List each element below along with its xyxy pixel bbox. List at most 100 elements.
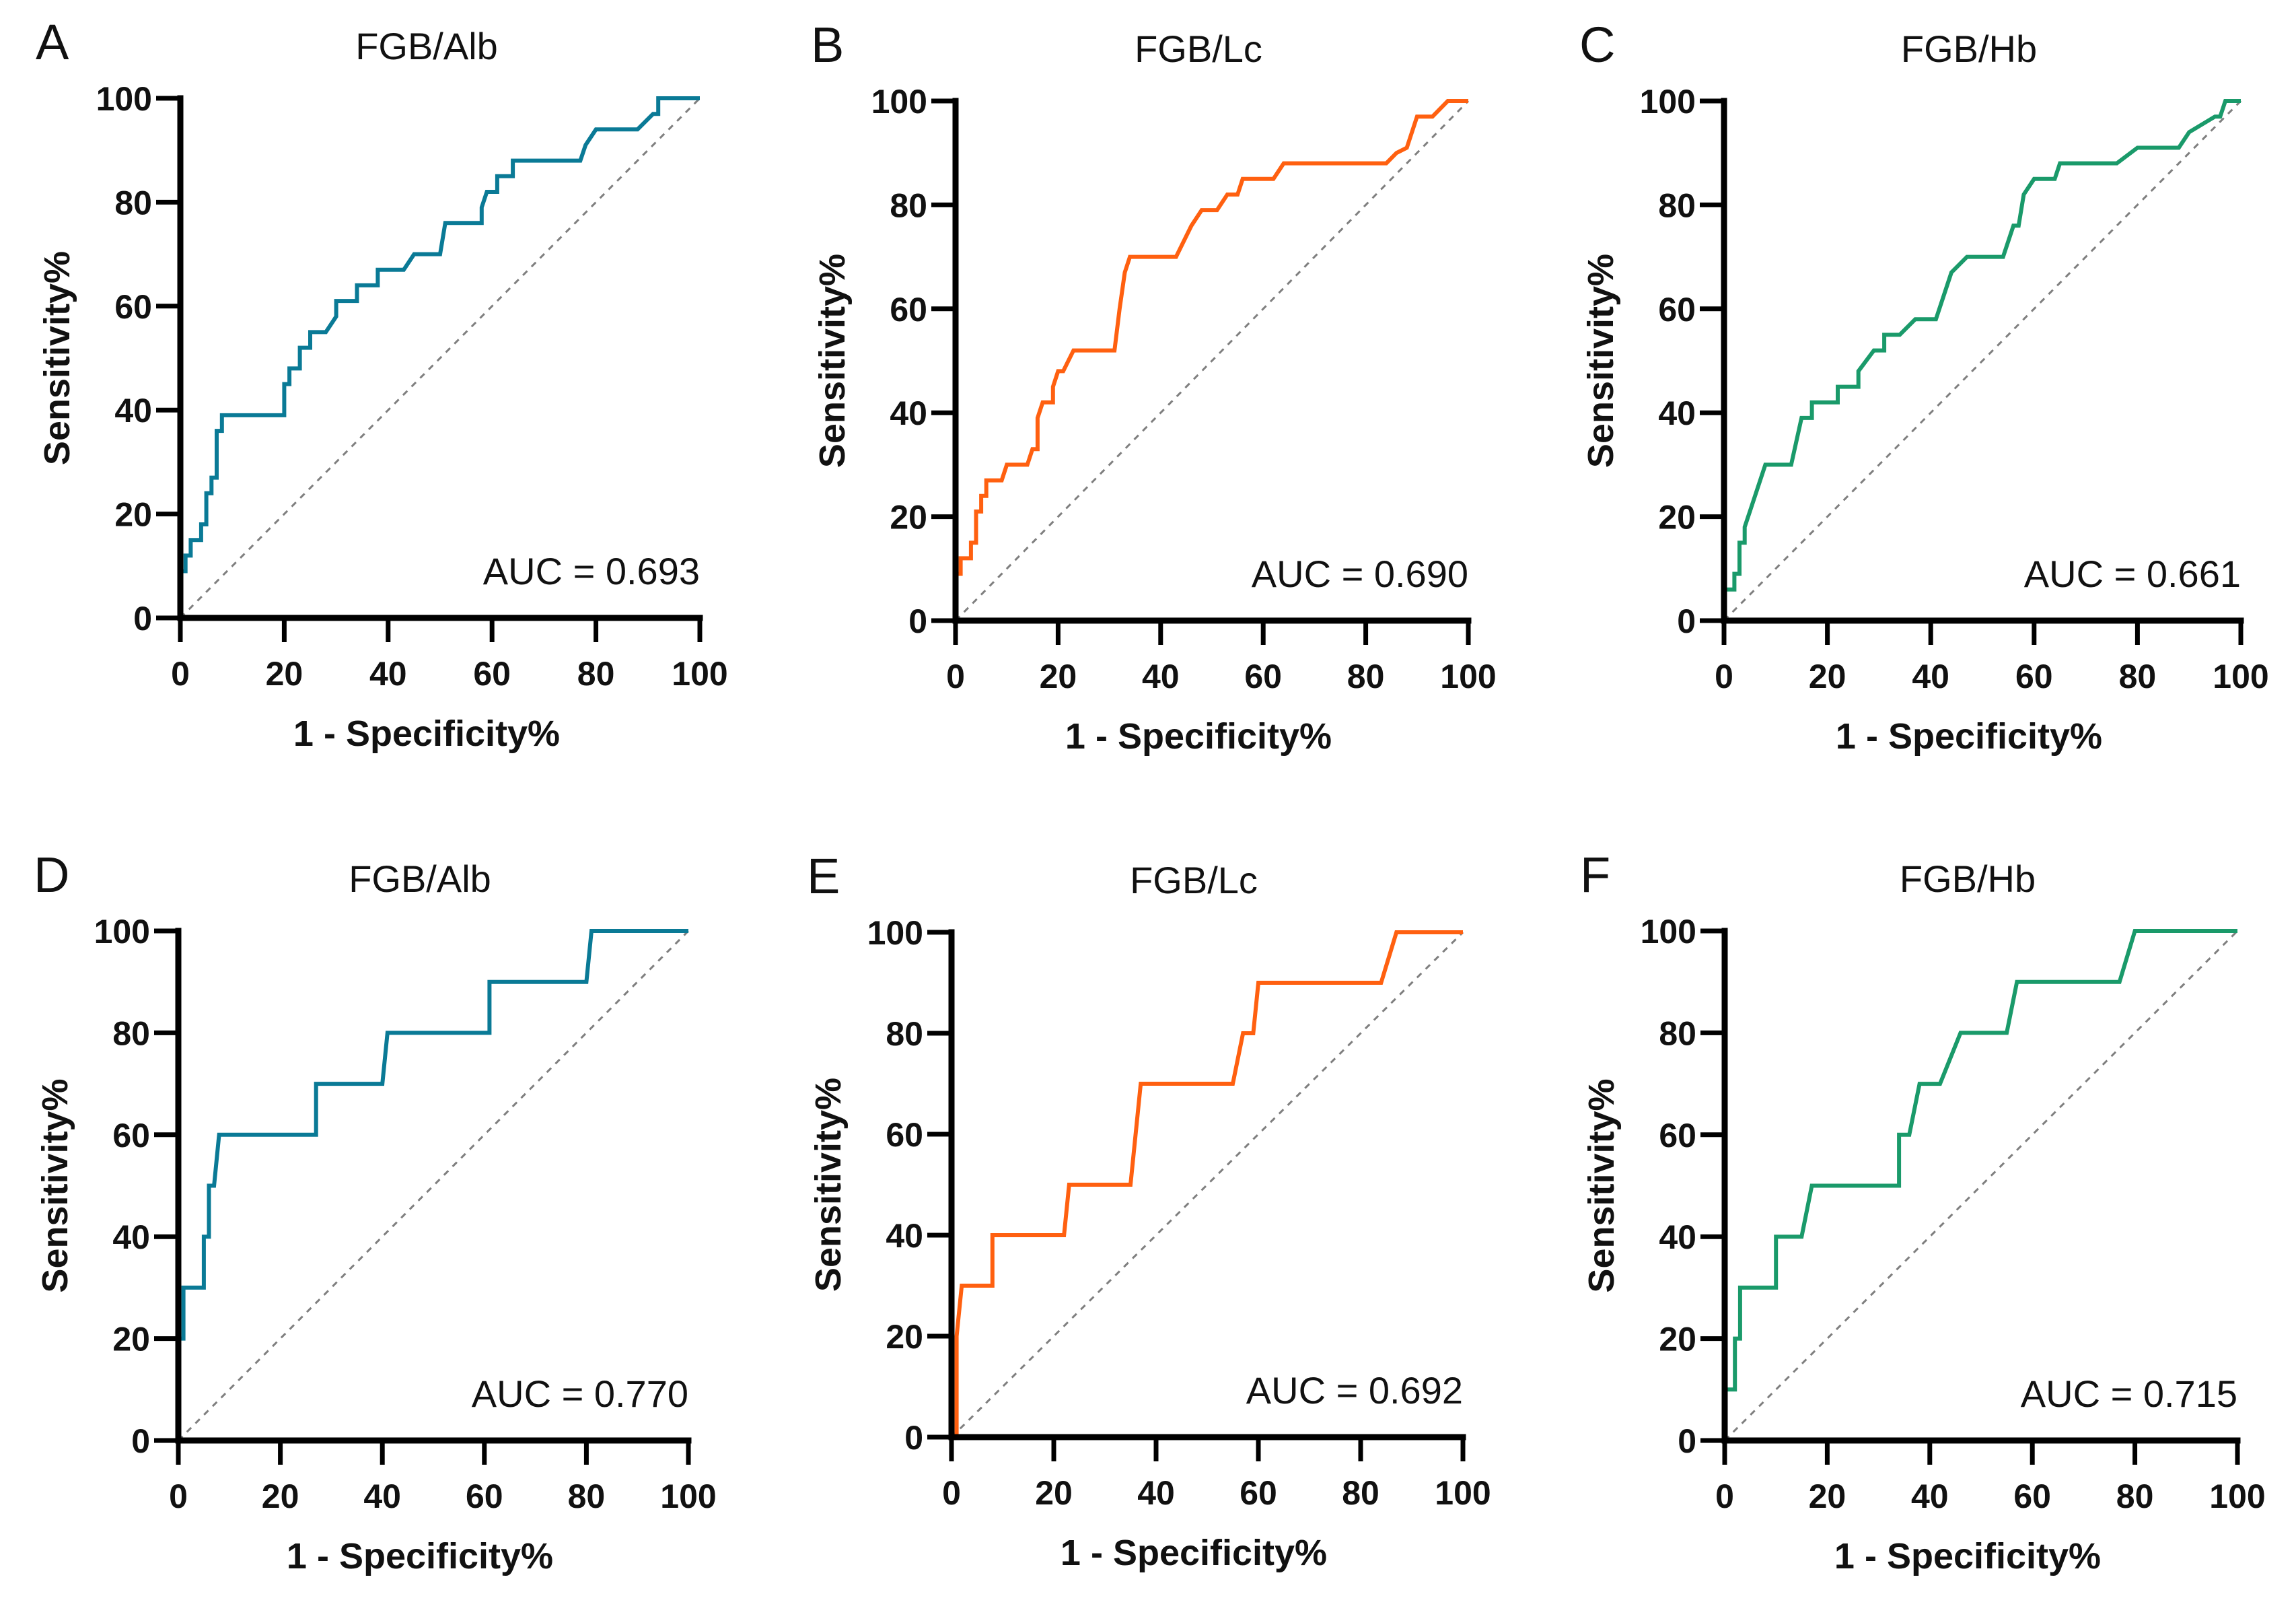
y-tick-label: 0 <box>1677 602 1696 640</box>
y-tick-label: 80 <box>1659 1014 1696 1052</box>
y-tick-label: 0 <box>131 1422 150 1460</box>
y-tick-label: 80 <box>1658 186 1696 224</box>
x-tick-label: 80 <box>2116 1478 2154 1515</box>
reference-diagonal-line <box>1723 100 2242 622</box>
panel-b: B FGB/Lc 0 20 40 60 80 100 0 20 40 60 80 100 1 - Speci… <box>811 17 1497 757</box>
panel-letter: B <box>811 17 844 73</box>
roc-curve-fgb-lc <box>954 99 1468 621</box>
roc-curve-fgb-hb <box>1722 99 2241 621</box>
reference-diagonal-line <box>177 930 690 1442</box>
x-tick-label: 20 <box>262 1478 299 1515</box>
panel-title: FGB/Hb <box>1900 858 2036 900</box>
y-tick-label: 100 <box>871 83 927 120</box>
y-tick-label: 100 <box>94 913 150 950</box>
x-tick-label: 20 <box>266 655 303 693</box>
y-tick-label: 80 <box>112 1014 150 1052</box>
y-tick-label: 0 <box>1678 1422 1696 1460</box>
reference-diagonal-line <box>179 97 701 619</box>
x-tick-label: 40 <box>1142 658 1180 695</box>
panel-letter: C <box>1579 17 1615 73</box>
auc-annotation: AUC = 0.770 <box>472 1373 688 1415</box>
x-tick-label: 0 <box>171 655 190 693</box>
reference-diagonal-line <box>950 931 1464 1438</box>
y-axis-title: Sensitivity% <box>1581 1078 1622 1292</box>
y-tick-label: 20 <box>1658 499 1696 536</box>
x-tick-label: 100 <box>1440 658 1496 695</box>
x-tick-label: 80 <box>2119 658 2157 695</box>
x-tick-label: 60 <box>2013 1478 2051 1515</box>
roc-curve-fgb-lc <box>952 930 1463 1439</box>
x-tick-label: 20 <box>1035 1474 1073 1512</box>
x-tick-label: 100 <box>2213 658 2268 695</box>
x-tick-label: 60 <box>1240 1474 1277 1512</box>
x-tick-label: 40 <box>1137 1474 1175 1512</box>
x-tick-label: 0 <box>942 1474 961 1512</box>
y-tick-label: 80 <box>886 1015 923 1053</box>
x-tick-label: 60 <box>2015 658 2053 695</box>
x-tick-label: 80 <box>577 655 615 693</box>
x-tick-label: 20 <box>1040 658 1077 695</box>
panel-f: F FGB/Hb 0 20 40 60 80 100 0 20 40 60 80 100 1 - Speci… <box>1580 847 2266 1576</box>
auc-annotation: AUC = 0.692 <box>1246 1369 1463 1412</box>
panel-letter: D <box>34 847 69 903</box>
x-tick-label: 20 <box>1809 658 1846 695</box>
panel-c: C FGB/Hb 0 20 40 60 80 100 0 20 40 60 80 100 1 - Speci… <box>1579 17 2269 757</box>
y-tick-label: 20 <box>1659 1321 1696 1358</box>
x-tick-label: 0 <box>169 1478 188 1515</box>
y-axis-title: Sensitivity% <box>808 1078 849 1292</box>
panel-a: A FGB/Alb 0 20 40 60 80 100 0 20 40 60 80 100 1 - Spec… <box>36 14 728 754</box>
auc-annotation: AUC = 0.693 <box>483 550 700 592</box>
x-tick-label: 40 <box>1911 1478 1949 1515</box>
y-axis-title: Sensitivity% <box>1581 254 1621 468</box>
panel-letter: E <box>807 848 840 904</box>
y-tick-label: 40 <box>886 1217 923 1255</box>
y-tick-label: 80 <box>890 186 927 224</box>
x-tick-label: 60 <box>1244 658 1282 695</box>
y-tick-label: 40 <box>112 1218 150 1256</box>
auc-annotation: AUC = 0.661 <box>2024 553 2241 595</box>
x-tick-label: 0 <box>946 658 965 695</box>
x-tick-label: 60 <box>473 655 511 693</box>
x-axis-title: 1 - Specificity% <box>1834 1536 2101 1576</box>
panel-d: D FGB/Alb 0 20 40 60 80 100 0 20 40 60 80 100 1 - Spec… <box>34 847 717 1576</box>
x-tick-label: 80 <box>568 1478 606 1515</box>
x-tick-label: 100 <box>1435 1474 1491 1512</box>
panel-title: FGB/Lc <box>1135 28 1262 70</box>
x-tick-label: 40 <box>369 655 407 693</box>
y-tick-label: 20 <box>886 1318 923 1356</box>
y-tick-label: 60 <box>886 1116 923 1154</box>
panel-title: FGB/Hb <box>1901 28 2037 70</box>
x-tick-label: 80 <box>1342 1474 1379 1512</box>
y-tick-label: 20 <box>890 499 927 536</box>
auc-annotation: AUC = 0.715 <box>2021 1373 2237 1415</box>
y-tick-label: 40 <box>1658 394 1696 432</box>
y-tick-label: 20 <box>114 496 152 534</box>
roc-curve-fgb-hb <box>1723 929 2237 1440</box>
y-tick-label: 20 <box>112 1321 150 1358</box>
y-tick-label: 0 <box>904 1419 923 1457</box>
y-tick-label: 60 <box>112 1117 150 1154</box>
x-axis-title: 1 - Specificity% <box>1065 716 1332 757</box>
x-axis-title: 1 - Specificity% <box>287 1536 553 1576</box>
x-tick-label: 100 <box>660 1478 716 1515</box>
x-tick-label: 40 <box>363 1478 401 1515</box>
y-tick-label: 100 <box>1640 83 1696 120</box>
x-tick-label: 100 <box>2209 1478 2265 1515</box>
y-tick-label: 80 <box>114 184 152 221</box>
y-tick-label: 40 <box>1659 1218 1696 1256</box>
roc-curve-fgb-alb <box>178 96 700 618</box>
y-tick-label: 60 <box>1658 291 1696 328</box>
panel-title: FGB/Alb <box>355 25 498 67</box>
y-tick-label: 100 <box>1641 913 1696 950</box>
x-tick-label: 60 <box>466 1478 503 1515</box>
x-tick-label: 80 <box>1347 658 1385 695</box>
y-axis-title: Sensitivity% <box>37 251 77 465</box>
panel-letter: F <box>1580 847 1610 903</box>
x-tick-label: 0 <box>1715 1478 1734 1515</box>
x-tick-label: 40 <box>1912 658 1949 695</box>
y-axis-title: Sensitivity% <box>812 254 853 468</box>
y-tick-label: 0 <box>133 600 152 637</box>
y-tick-label: 100 <box>867 914 923 952</box>
x-axis-title: 1 - Specificity% <box>293 714 560 754</box>
